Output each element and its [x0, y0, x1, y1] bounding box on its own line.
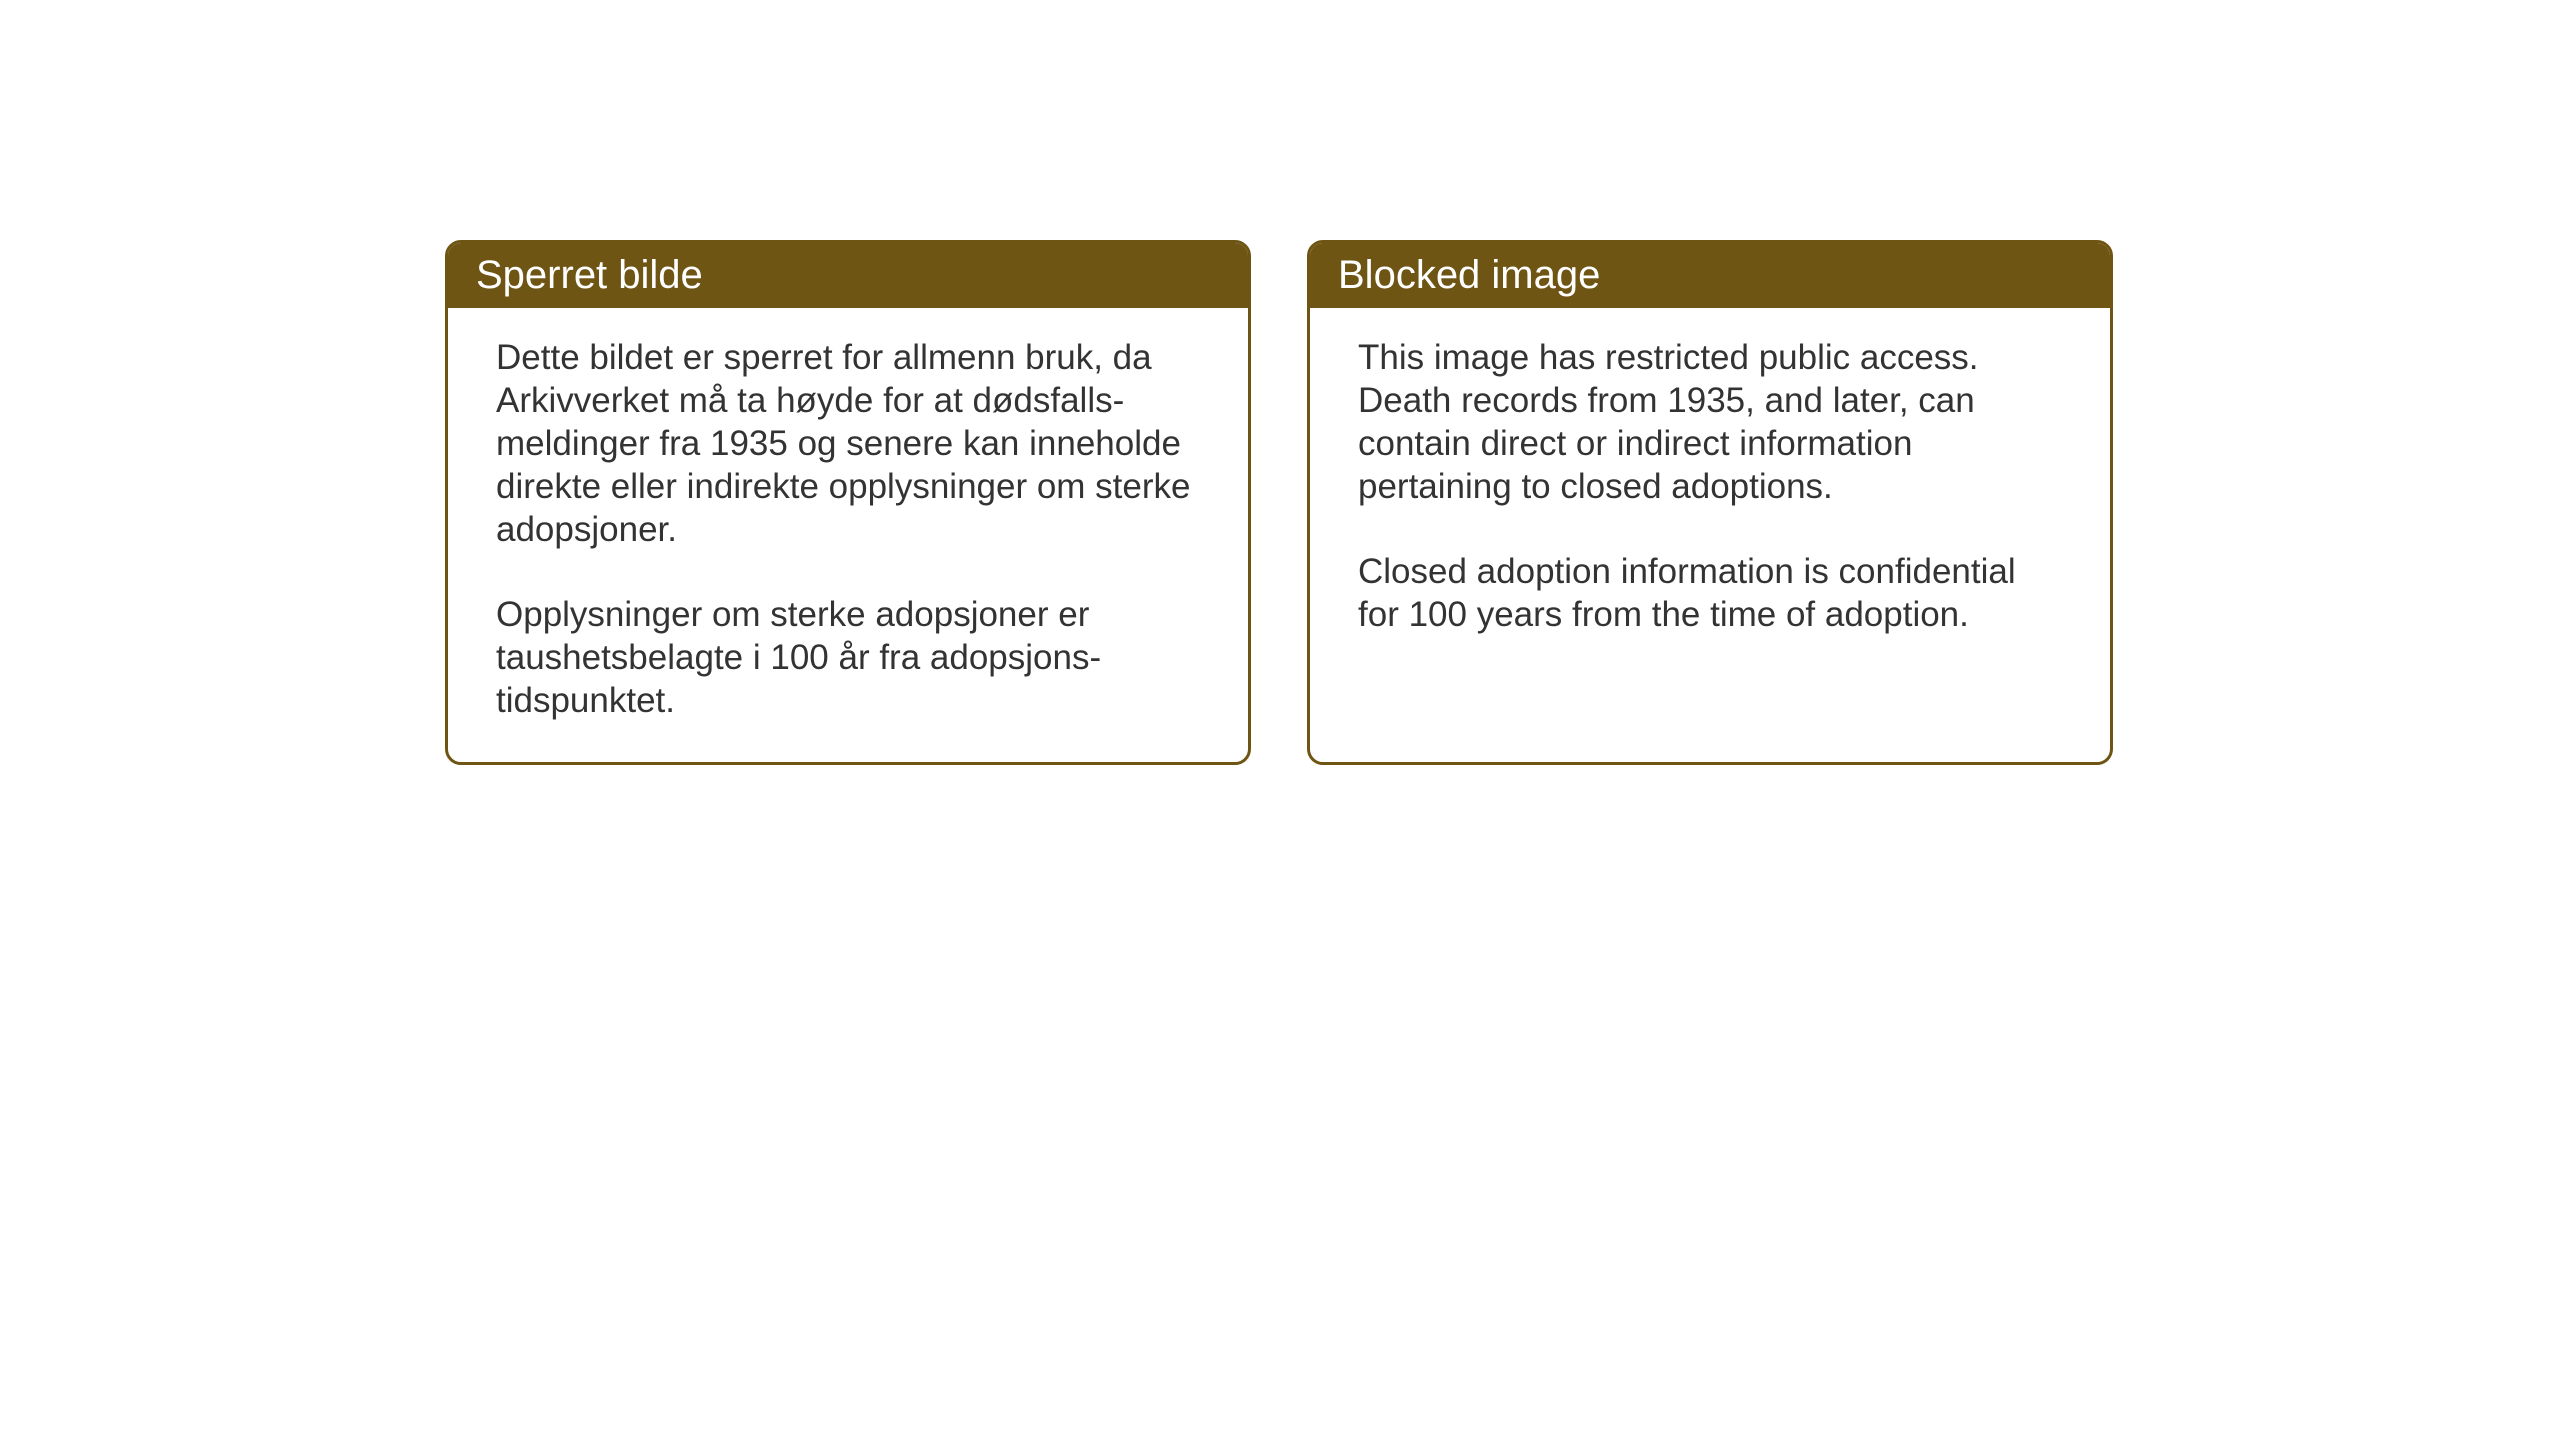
paragraph-norwegian-2: Opplysninger om sterke adopsjoner er tau…	[496, 593, 1200, 722]
paragraph-norwegian-1: Dette bildet er sperret for allmenn bruk…	[496, 336, 1200, 551]
card-body-english: This image has restricted public access.…	[1310, 308, 2110, 728]
card-english: Blocked image This image has restricted …	[1307, 240, 2113, 765]
card-header-english: Blocked image	[1310, 243, 2110, 308]
cards-container: Sperret bilde Dette bildet er sperret fo…	[445, 240, 2113, 765]
card-norwegian: Sperret bilde Dette bildet er sperret fo…	[445, 240, 1251, 765]
paragraph-english-1: This image has restricted public access.…	[1358, 336, 2062, 508]
card-body-norwegian: Dette bildet er sperret for allmenn bruk…	[448, 308, 1248, 762]
card-header-norwegian: Sperret bilde	[448, 243, 1248, 308]
paragraph-english-2: Closed adoption information is confident…	[1358, 550, 2062, 636]
